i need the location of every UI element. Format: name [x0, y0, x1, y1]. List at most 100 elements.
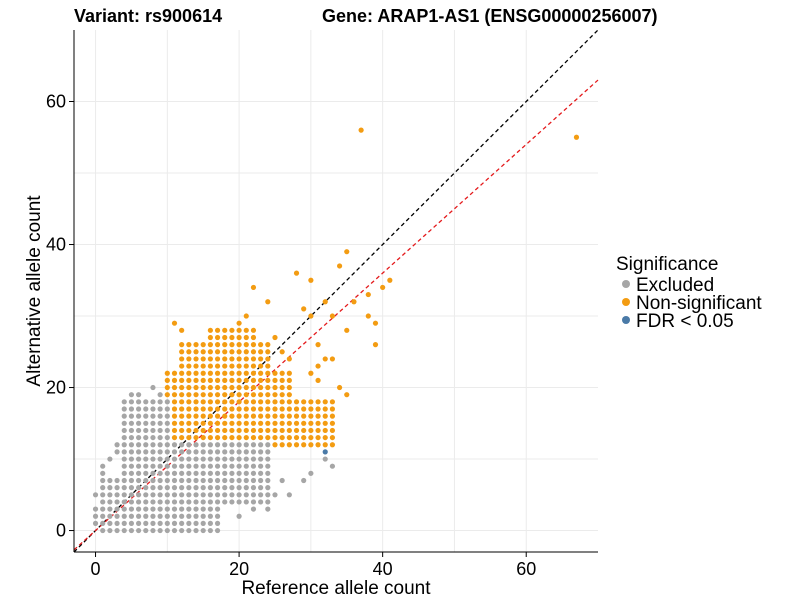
point-non-significant — [293, 406, 300, 412]
point-excluded — [164, 449, 170, 455]
point-excluded — [222, 485, 228, 491]
point-excluded — [214, 527, 221, 534]
point-excluded — [100, 513, 106, 519]
point-non-significant — [272, 370, 278, 376]
point-non-significant — [344, 392, 350, 398]
point-non-significant — [222, 384, 228, 391]
point-excluded — [243, 456, 249, 462]
point-excluded — [128, 527, 135, 534]
point-non-significant — [293, 442, 300, 448]
point-excluded — [121, 413, 127, 419]
point-excluded — [150, 442, 156, 448]
point-excluded — [114, 485, 120, 491]
point-non-significant — [171, 413, 178, 419]
point-non-significant — [186, 406, 192, 412]
point-non-significant — [272, 377, 278, 383]
point-non-significant — [258, 356, 264, 362]
point-excluded — [107, 492, 113, 498]
point-excluded — [193, 442, 199, 448]
point-non-significant — [329, 413, 336, 419]
point-non-significant — [250, 399, 257, 405]
point-non-significant — [293, 427, 300, 434]
point-non-significant — [258, 363, 264, 369]
point-non-significant — [214, 342, 221, 348]
point-excluded — [179, 485, 185, 491]
point-non-significant — [336, 263, 343, 269]
point-excluded — [214, 456, 221, 462]
point-non-significant — [171, 434, 178, 441]
point-excluded — [150, 420, 156, 426]
point-non-significant — [200, 399, 206, 405]
point-non-significant — [229, 427, 235, 434]
point-excluded — [107, 477, 113, 484]
point-non-significant — [186, 342, 192, 348]
point-excluded — [136, 463, 142, 469]
point-non-significant — [243, 334, 249, 341]
point-non-significant — [286, 392, 292, 398]
legend-key-non-significant — [622, 298, 630, 306]
point-non-significant — [286, 399, 292, 405]
point-non-significant — [229, 334, 235, 341]
point-non-significant — [250, 427, 257, 434]
point-excluded — [143, 434, 149, 441]
point-non-significant — [214, 406, 221, 412]
point-excluded — [236, 477, 242, 484]
point-non-significant — [329, 356, 336, 362]
point-excluded — [157, 470, 163, 476]
point-non-significant — [301, 420, 307, 426]
point-non-significant — [236, 334, 242, 341]
point-excluded — [92, 506, 99, 512]
point-excluded — [164, 413, 170, 419]
point-non-significant — [265, 384, 271, 391]
point-excluded — [229, 456, 235, 462]
point-excluded — [143, 420, 149, 426]
point-excluded — [222, 463, 228, 469]
point-non-significant — [243, 420, 249, 426]
point-excluded — [121, 427, 127, 434]
point-non-significant — [171, 427, 178, 434]
point-non-significant — [365, 291, 371, 298]
point-non-significant — [258, 399, 264, 405]
point-non-significant — [308, 420, 314, 426]
point-excluded — [250, 499, 257, 505]
point-excluded — [107, 499, 113, 505]
point-excluded — [171, 449, 178, 455]
point-non-significant — [265, 399, 271, 405]
point-excluded — [214, 449, 221, 455]
point-non-significant — [207, 399, 213, 405]
point-excluded — [143, 442, 149, 448]
point-excluded — [229, 442, 235, 448]
point-excluded — [243, 463, 249, 469]
point-non-significant — [236, 434, 242, 441]
point-non-significant — [214, 392, 221, 398]
point-excluded — [193, 527, 199, 534]
point-non-significant — [258, 377, 264, 383]
point-non-significant — [200, 427, 206, 434]
point-excluded — [150, 406, 156, 412]
point-non-significant — [222, 349, 228, 355]
point-non-significant — [207, 327, 213, 333]
point-excluded — [236, 442, 242, 448]
point-excluded — [128, 449, 135, 455]
point-non-significant — [222, 399, 228, 405]
point-excluded — [136, 413, 142, 419]
point-excluded — [214, 463, 221, 469]
point-excluded — [164, 456, 170, 462]
point-excluded — [179, 442, 185, 448]
point-excluded — [236, 470, 242, 476]
point-non-significant — [207, 406, 213, 412]
point-excluded — [243, 492, 249, 498]
point-excluded — [229, 492, 235, 498]
point-excluded — [157, 477, 163, 484]
point-excluded — [258, 442, 264, 448]
point-non-significant — [315, 442, 321, 448]
point-excluded — [214, 520, 221, 526]
variant-title: Variant: rs900614 — [74, 6, 222, 26]
point-non-significant — [236, 427, 242, 434]
point-excluded — [258, 492, 264, 498]
point-non-significant — [200, 384, 206, 391]
point-non-significant — [171, 399, 178, 405]
point-excluded — [157, 499, 163, 505]
point-excluded — [143, 485, 149, 491]
point-excluded — [136, 477, 142, 484]
